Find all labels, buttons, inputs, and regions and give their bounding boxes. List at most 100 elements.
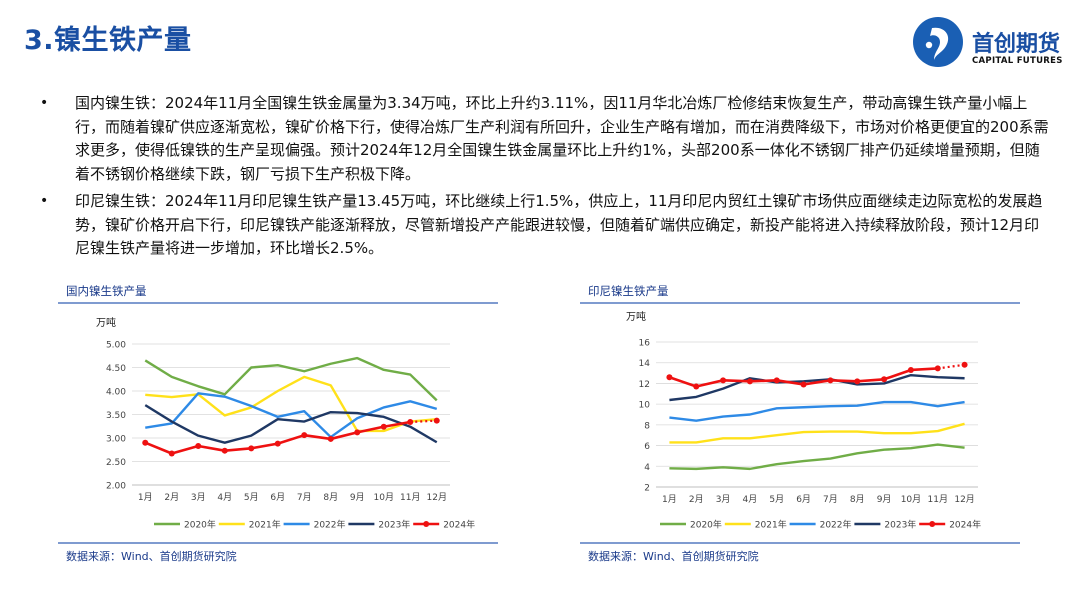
bullet-indonesia: 印尼镍生铁：2024年11月印尼镍生铁产量13.45万吨，环比继续上行1.5%，… bbox=[40, 190, 1050, 261]
logo-name-en: CAPITAL FUTURES bbox=[972, 56, 1063, 66]
data-point bbox=[274, 440, 281, 447]
data-point bbox=[195, 442, 202, 449]
x-tick-label: 2月 bbox=[689, 494, 704, 505]
series-line-forecast bbox=[937, 363, 965, 370]
x-tick-label: 5月 bbox=[244, 492, 259, 503]
y-tick-label: 3.50 bbox=[106, 411, 126, 421]
data-point bbox=[934, 365, 941, 372]
x-tick-label: 3月 bbox=[716, 494, 731, 505]
x-tick-label: 11月 bbox=[928, 494, 948, 505]
y-tick-label: 2.50 bbox=[106, 458, 126, 468]
x-tick-label: 6月 bbox=[270, 492, 285, 503]
x-tick-label: 4月 bbox=[743, 494, 758, 505]
legend-label: 2021年 bbox=[249, 519, 281, 531]
x-tick-label: 7月 bbox=[297, 492, 312, 503]
y-tick-label: 4 bbox=[644, 463, 650, 473]
x-tick-label: 8月 bbox=[850, 494, 865, 505]
y-tick-label: 12 bbox=[639, 380, 650, 390]
panel-title: 国内镍生铁产量 bbox=[66, 284, 147, 298]
y-tick-label: 4.00 bbox=[106, 388, 126, 398]
panel-divider bbox=[580, 302, 1020, 304]
chart-panel-indonesia: 印尼镍生铁产量 万吨 2 4 6 8 10 12 14 16 1月 2月 3月 4月 5月 6月 7月 8月 9月… bbox=[580, 278, 1020, 568]
data-point bbox=[301, 432, 308, 439]
legend-label: 2022年 bbox=[314, 519, 346, 531]
x-tick-label: 9月 bbox=[877, 494, 892, 505]
chart-domestic-npi: 万吨 2.00 2.50 3.00 3.50 4.00 4.50 5.00 1月 2月 3月 4月 5月… bbox=[96, 316, 475, 531]
legend-label: 2023年 bbox=[378, 519, 410, 531]
x-tick-label: 2月 bbox=[164, 492, 179, 503]
panel-divider bbox=[58, 302, 498, 304]
data-point bbox=[433, 417, 440, 424]
data-point bbox=[666, 374, 673, 381]
x-tick-label: 7月 bbox=[823, 494, 838, 505]
capital-futures-logo-icon bbox=[913, 17, 963, 67]
slide-title: 3.镍生铁产量 bbox=[24, 25, 192, 56]
legend-label: 2024年 bbox=[949, 519, 981, 531]
data-point bbox=[720, 377, 727, 384]
x-tick-label: 12月 bbox=[954, 494, 974, 505]
logo-name-cn: 首创期货 bbox=[972, 32, 1061, 57]
x-tick-label: 1月 bbox=[138, 492, 153, 503]
y-tick-label: 5.00 bbox=[106, 341, 126, 351]
x-tick-label: 3月 bbox=[191, 492, 206, 503]
x-tick-label: 8月 bbox=[323, 492, 338, 503]
legend-label: 2023年 bbox=[884, 519, 916, 531]
x-tick-label: 12月 bbox=[427, 492, 447, 503]
panel-title: 印尼镍生铁产量 bbox=[588, 284, 669, 298]
data-point bbox=[800, 381, 807, 388]
data-point bbox=[354, 429, 361, 436]
bullet-list: 国内镍生铁：2024年11月全国镍生铁金属量为3.34万吨，环比上升约3.11%… bbox=[40, 92, 1050, 265]
chart-panel-domestic: 国内镍生铁产量 万吨 2.00 2.50 3.00 3.50 4.00 4.50 5.00 1月… bbox=[58, 278, 498, 568]
x-tick-label: 6月 bbox=[796, 494, 811, 505]
legend-marker bbox=[423, 521, 430, 527]
legend-label: 2024年 bbox=[443, 519, 475, 531]
data-point bbox=[881, 376, 888, 383]
legend-marker bbox=[929, 521, 936, 527]
series-line-2022年 bbox=[145, 392, 438, 439]
legend-label: 2020年 bbox=[690, 519, 722, 531]
y-tick-label: 10 bbox=[639, 401, 651, 411]
chart-indonesia-npi: 万吨 2 4 6 8 10 12 14 16 1月 2月 3月 4月 5月 6月 7月 8月 9月 10月 11月 12… bbox=[626, 310, 981, 531]
y-axis-unit-label: 万吨 bbox=[626, 310, 646, 323]
x-tick-label: 5月 bbox=[769, 494, 784, 505]
series-line-2022年 bbox=[669, 400, 965, 422]
data-point bbox=[746, 378, 753, 385]
legend-label: 2020年 bbox=[184, 519, 216, 531]
data-point bbox=[773, 377, 780, 384]
x-tick-label: 9月 bbox=[350, 492, 365, 503]
data-point bbox=[407, 419, 414, 426]
data-point bbox=[327, 435, 334, 442]
y-tick-label: 14 bbox=[639, 359, 651, 369]
data-point bbox=[693, 383, 700, 390]
bullet-domestic: 国内镍生铁：2024年11月全国镍生铁金属量为3.34万吨，环比上升约3.11%… bbox=[40, 92, 1050, 186]
company-logo: 首创期货 CAPITAL FUTURES bbox=[912, 16, 1072, 70]
y-tick-label: 4.50 bbox=[106, 364, 126, 374]
y-tick-label: 8 bbox=[644, 421, 650, 431]
y-tick-label: 2.00 bbox=[106, 482, 126, 492]
series-line-2023年 bbox=[669, 373, 965, 402]
data-point bbox=[248, 445, 255, 452]
y-tick-label: 3.00 bbox=[106, 435, 126, 445]
x-tick-label: 11月 bbox=[400, 492, 420, 503]
x-tick-label: 1月 bbox=[662, 494, 677, 505]
y-tick-label: 2 bbox=[644, 484, 650, 494]
data-point bbox=[827, 377, 834, 384]
data-point bbox=[221, 447, 228, 454]
data-point bbox=[168, 450, 175, 457]
x-tick-label: 4月 bbox=[217, 492, 232, 503]
data-point bbox=[961, 361, 968, 368]
x-tick-label: 10月 bbox=[901, 494, 921, 505]
y-tick-label: 6 bbox=[644, 442, 650, 452]
data-point bbox=[854, 378, 861, 385]
series-line-2021年 bbox=[145, 375, 437, 433]
y-tick-label: 16 bbox=[639, 339, 651, 349]
data-source: 数据来源：Wind、首创期货研究院 bbox=[588, 550, 759, 563]
data-point bbox=[380, 423, 387, 430]
data-point bbox=[907, 366, 914, 373]
legend-label: 2022年 bbox=[820, 519, 852, 531]
series-line-2020年 bbox=[669, 443, 965, 471]
series-line-2021年 bbox=[669, 422, 965, 444]
series-line-2020年 bbox=[144, 356, 438, 402]
data-point bbox=[142, 439, 149, 446]
panel-divider bbox=[58, 542, 498, 544]
